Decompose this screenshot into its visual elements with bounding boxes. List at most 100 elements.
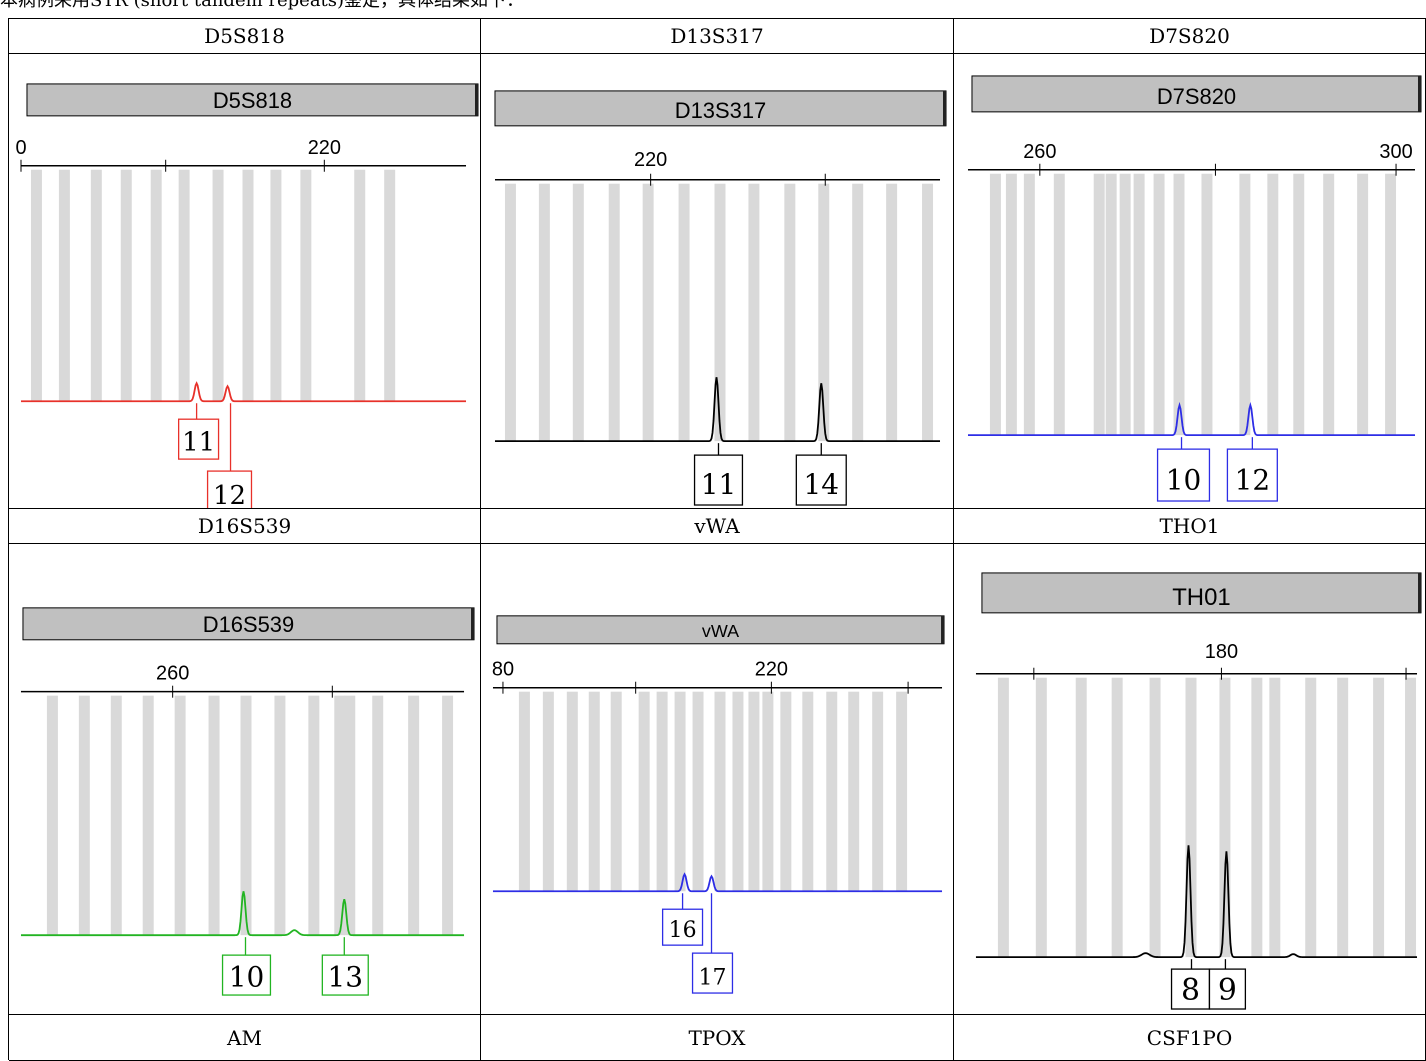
allele-bin (566, 691, 578, 892)
allele-bin (989, 173, 1001, 436)
allele-bin (1405, 677, 1417, 958)
allele-bin (504, 183, 516, 442)
locus-title: D16S539 (203, 612, 294, 637)
allele-bin (642, 183, 654, 442)
allele-bin (818, 183, 830, 442)
axis-tick-label: 220 (308, 137, 341, 159)
locus-title-bar (494, 90, 947, 127)
allele-call-box (1156, 448, 1211, 502)
allele-bin (30, 169, 42, 402)
allele-bin (638, 691, 650, 892)
axis-tick-label: 260 (156, 663, 189, 685)
locus-title: TH01 (1172, 584, 1231, 611)
allele-bin (1269, 677, 1281, 958)
allele-bin (1093, 173, 1105, 436)
title-bar-edge (471, 607, 475, 640)
electropherogram-th01: TH01 180 8 9 (975, 572, 1422, 1010)
allele-call-box (221, 954, 272, 996)
locus-title-bar (26, 83, 479, 117)
title-bar-edge (943, 90, 946, 126)
str-result-table: D5S818 D13S317 D7S820 D5S818 0 220 11 12 D13… (8, 18, 1426, 1061)
allele-bin (334, 695, 346, 936)
allele-bin (1111, 677, 1123, 958)
allele-call-box (691, 952, 734, 994)
allele-bin (1357, 173, 1369, 436)
locus-title-bar (496, 615, 945, 645)
allele-bin (354, 169, 366, 402)
signal-trace (967, 401, 1416, 437)
allele-bin (242, 169, 254, 402)
allele-bin (1305, 677, 1317, 958)
allele-bin (1201, 173, 1213, 436)
electropherogram-cell: vWA 80 220 16 17 (481, 544, 954, 1015)
allele-bin (1023, 173, 1035, 436)
allele-bin (748, 691, 760, 892)
allele-bin (78, 695, 90, 936)
signal-trace (20, 891, 465, 937)
allele-bin (1267, 173, 1279, 436)
header-cell: D5S818 (9, 19, 481, 54)
locus-title: vWA (702, 621, 739, 641)
signal-trace (20, 381, 467, 403)
axis-tick-label: 300 (1379, 141, 1412, 163)
title-bar-edge (1418, 572, 1422, 613)
electropherogram-cell: D13S317 220 11 14 (481, 54, 954, 509)
allele-bin (608, 183, 620, 442)
allele-bin (1133, 173, 1145, 436)
allele-bin (110, 695, 122, 936)
allele-bin (90, 169, 102, 402)
allele-bin (1219, 677, 1231, 958)
header-cell: CSF1PO (954, 1015, 1426, 1061)
allele-call-box (1226, 448, 1278, 502)
allele-bin (142, 695, 154, 936)
axis-tick-label: 180 (1205, 641, 1238, 663)
allele-bin (274, 695, 286, 936)
allele-bin (922, 183, 934, 442)
allele-bin (997, 677, 1009, 958)
locus-title-bar (22, 607, 475, 641)
allele-bin (46, 695, 58, 936)
allele-bin (1293, 173, 1305, 436)
signal-trace (494, 377, 941, 443)
electropherogram-d16s539: D16S539 260 10 13 (20, 607, 475, 996)
allele-bin (442, 695, 454, 936)
electropherogram-cell: D16S539 260 10 13 (9, 544, 481, 1015)
allele-bin (270, 169, 282, 402)
allele-bin (872, 691, 884, 892)
title-bar-edge (1417, 75, 1421, 112)
allele-bin (692, 691, 704, 892)
electropherogram-cell: D5S818 0 220 11 12 (9, 54, 481, 509)
allele-bin (538, 183, 550, 442)
allele-call-label: 12 (213, 481, 246, 508)
allele-bin (1035, 677, 1047, 958)
allele-bin (120, 169, 132, 402)
allele-call-box (177, 418, 220, 460)
allele-bin (784, 183, 796, 442)
allele-bin (518, 691, 530, 892)
locus-title: D7S820 (1157, 84, 1236, 109)
allele-bin (886, 183, 898, 442)
axis-tick-label: 220 (634, 149, 667, 171)
allele-bin (1337, 677, 1349, 958)
allele-bin (802, 691, 814, 892)
allele-call-box (661, 908, 704, 946)
allele-bin (150, 169, 162, 402)
title-bar-edge (941, 615, 945, 644)
allele-bin (208, 695, 220, 936)
allele-call-label: 11 (701, 468, 737, 501)
allele-bin (714, 183, 726, 442)
allele-bin (1105, 173, 1117, 436)
allele-bin (748, 183, 760, 442)
allele-bin (1373, 677, 1385, 958)
caption-text: 本病例采用STR (short tandem repeats)鉴定，具体结果如下… (0, 0, 525, 11)
electropherogram-d5s818: D5S818 0 220 11 12 (15, 83, 479, 508)
locus-title-bar (981, 572, 1422, 614)
allele-call-box (1208, 968, 1247, 1010)
allele-bin (178, 169, 190, 402)
allele-bin (674, 691, 686, 892)
allele-call-label: 11 (182, 427, 215, 457)
allele-call-label: 14 (804, 468, 840, 501)
allele-bin (762, 691, 774, 892)
allele-call-label: 12 (1235, 464, 1271, 497)
